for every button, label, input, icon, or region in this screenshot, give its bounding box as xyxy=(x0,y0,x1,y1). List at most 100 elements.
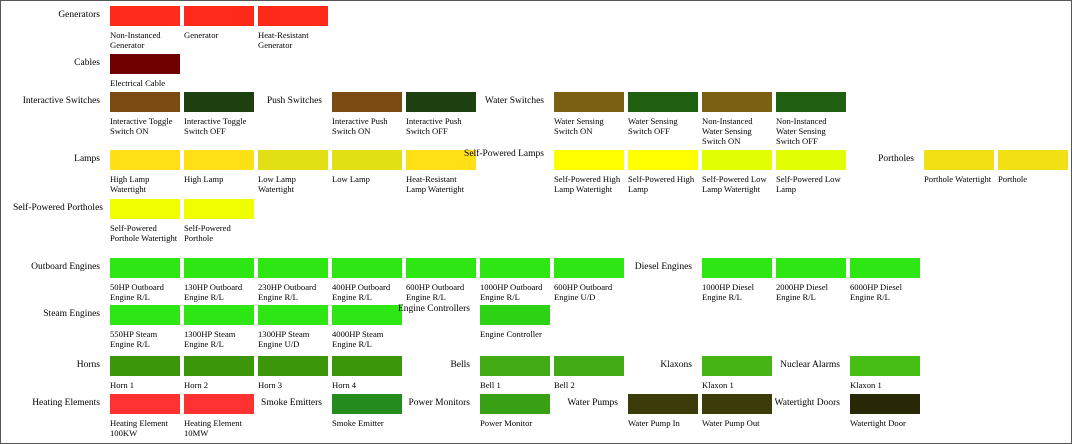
swatch-label-push-switches-interactive-push-switch-on: Interactive Push Switch ON xyxy=(332,116,388,136)
swatch-label-smoke-emitters-smoke-emitter: Smoke Emitter xyxy=(332,418,384,428)
color-swatch-steam-engines-1300hp-steam-engine-r-l xyxy=(184,305,254,325)
color-swatch-generators-heat-resistant-generator xyxy=(258,6,328,26)
swatch-label-outboard-engines-230hp-outboard-engine-r-l: 230HP Outboard Engine R/L xyxy=(258,282,317,302)
swatch-label-self-powered-portholes-self-powered-porthole: Self-Powered Porthole xyxy=(184,223,231,243)
swatch-label-lamps-heat-resistant-lamp-watertight: Heat-Resistant Lamp Watertight xyxy=(406,174,465,194)
color-swatch-portholes-porthole-watertight xyxy=(924,150,994,170)
color-swatch-horns-horn-3 xyxy=(258,356,328,376)
category-label-outboard-engines: Outboard Engines xyxy=(31,262,100,272)
color-swatch-horns-horn-2 xyxy=(184,356,254,376)
swatch-label-outboard-engines-600hp-outboard-engine-r-l: 600HP Outboard Engine R/L xyxy=(406,282,465,302)
swatch-label-heating-elements-heating-element-100kw: Heating Element 100KW xyxy=(110,418,168,438)
swatch-label-diesel-engines-6000hp-diesel-engine-r-l: 6000HP Diesel Engine R/L xyxy=(850,282,902,302)
swatch-label-outboard-engines-50hp-outboard-engine-r-l: 50HP Outboard Engine R/L xyxy=(110,282,164,302)
color-swatch-outboard-engines-600hp-outboard-engine-r-l xyxy=(406,258,476,278)
category-label-heating-elements: Heating Elements xyxy=(32,398,100,408)
color-swatch-heating-elements-heating-element-10mw xyxy=(184,394,254,414)
swatch-label-portholes-porthole: Porthole xyxy=(998,174,1028,184)
swatch-label-self-powered-portholes-self-powered-porthole-watertight: Self-Powered Porthole Watertight xyxy=(110,223,178,243)
color-swatch-lamps-high-lamp-watertight xyxy=(110,150,180,170)
color-swatch-interactive-switches-interactive-toggle-switch-on xyxy=(110,92,180,112)
color-swatch-bells-bell-2 xyxy=(554,356,624,376)
color-swatch-interactive-switches-interactive-toggle-switch-off xyxy=(184,92,254,112)
swatch-label-push-switches-interactive-push-switch-off: Interactive Push Switch OFF xyxy=(406,116,462,136)
color-swatch-lamps-low-lamp xyxy=(332,150,402,170)
swatch-label-water-switches-non-instanced-water-sensing-switch-off: Non-Instanced Water Sensing Switch OFF xyxy=(776,116,827,146)
color-swatch-horns-horn-1 xyxy=(110,356,180,376)
color-swatch-lamps-heat-resistant-lamp-watertight xyxy=(406,150,476,170)
color-swatch-outboard-engines-1000hp-outboard-engine-r-l xyxy=(480,258,550,278)
swatch-label-lamps-low-lamp-watertight: Low Lamp Watertight xyxy=(258,174,296,194)
swatch-label-horns-horn-4: Horn 4 xyxy=(332,380,357,390)
category-label-diesel-engines: Diesel Engines xyxy=(634,262,692,272)
category-label-interactive-switches: Interactive Switches xyxy=(22,96,100,106)
color-swatch-heating-elements-heating-element-100kw xyxy=(110,394,180,414)
color-swatch-outboard-engines-50hp-outboard-engine-r-l xyxy=(110,258,180,278)
color-swatch-cables-electrical-cable xyxy=(110,54,180,74)
swatch-label-lamps-high-lamp-watertight: High Lamp Watertight xyxy=(110,174,150,194)
category-label-steam-engines: Steam Engines xyxy=(43,309,100,319)
category-label-horns: Horns xyxy=(76,360,100,370)
color-swatch-water-pumps-water-pump-out xyxy=(702,394,772,414)
category-label-smoke-emitters: Smoke Emitters xyxy=(261,398,322,408)
color-swatch-self-powered-lamps-self-powered-high-lamp xyxy=(628,150,698,170)
color-swatch-portholes-porthole xyxy=(998,150,1068,170)
color-swatch-diesel-engines-6000hp-diesel-engine-r-l xyxy=(850,258,920,278)
swatch-label-self-powered-lamps-self-powered-low-lamp-watertight: Self-Powered Low Lamp Watertight xyxy=(702,174,767,194)
swatch-label-diesel-engines-2000hp-diesel-engine-r-l: 2000HP Diesel Engine R/L xyxy=(776,282,828,302)
color-swatch-steam-engines-4000hp-steam-engine-r-l xyxy=(332,305,402,325)
category-label-nuclear-alarms: Nuclear Alarms xyxy=(780,360,840,370)
color-swatch-steam-engines-550hp-steam-engine-r-l xyxy=(110,305,180,325)
swatch-label-outboard-engines-400hp-outboard-engine-r-l: 400HP Outboard Engine R/L xyxy=(332,282,391,302)
color-swatch-outboard-engines-230hp-outboard-engine-r-l xyxy=(258,258,328,278)
color-swatch-smoke-emitters-smoke-emitter xyxy=(332,394,402,414)
category-label-self-powered-lamps: Self-Powered Lamps xyxy=(464,149,544,159)
swatch-label-self-powered-lamps-self-powered-high-lamp: Self-Powered High Lamp xyxy=(628,174,695,194)
category-label-watertight-doors: Watertight Doors xyxy=(774,398,840,408)
color-swatch-lamps-low-lamp-watertight xyxy=(258,150,328,170)
swatch-label-nuclear-alarms-klaxon-1: Klaxon 1 xyxy=(850,380,882,390)
color-swatch-self-powered-lamps-self-powered-low-lamp xyxy=(776,150,846,170)
category-label-klaxons: Klaxons xyxy=(660,360,692,370)
swatch-label-self-powered-lamps-self-powered-high-lamp-watertight: Self-Powered High Lamp Watertight xyxy=(554,174,621,194)
color-swatch-outboard-engines-400hp-outboard-engine-r-l xyxy=(332,258,402,278)
color-swatch-klaxons-klaxon-1 xyxy=(702,356,772,376)
color-swatch-generators-non-instanced-generator xyxy=(110,6,180,26)
swatch-label-bells-bell-2: Bell 2 xyxy=(554,380,575,390)
swatch-label-horns-horn-3: Horn 3 xyxy=(258,380,283,390)
color-swatch-self-powered-lamps-self-powered-low-lamp-watertight xyxy=(702,150,772,170)
swatch-label-diesel-engines-1000hp-diesel-engine-r-l: 1000HP Diesel Engine R/L xyxy=(702,282,754,302)
swatch-label-engine-controllers-engine-controller: Engine Controller xyxy=(480,329,542,339)
color-swatch-water-switches-water-sensing-switch-off xyxy=(628,92,698,112)
swatch-label-lamps-high-lamp: High Lamp xyxy=(184,174,224,184)
category-label-engine-controllers: Engine Controllers xyxy=(397,304,470,314)
color-swatch-watertight-doors-watertight-door xyxy=(850,394,920,414)
swatch-label-portholes-porthole-watertight: Porthole Watertight xyxy=(924,174,992,184)
swatch-label-steam-engines-1300hp-steam-engine-u-d: 1300HP Steam Engine U/D xyxy=(258,329,310,349)
swatch-label-power-monitors-power-monitor: Power Monitor xyxy=(480,418,533,428)
color-swatch-horns-horn-4 xyxy=(332,356,402,376)
color-swatch-outboard-engines-130hp-outboard-engine-r-l xyxy=(184,258,254,278)
swatch-label-klaxons-klaxon-1: Klaxon 1 xyxy=(702,380,734,390)
color-swatch-water-pumps-water-pump-in xyxy=(628,394,698,414)
color-swatch-lamps-high-lamp xyxy=(184,150,254,170)
color-swatch-bells-bell-1 xyxy=(480,356,550,376)
category-label-lamps: Lamps xyxy=(74,154,100,164)
swatch-label-outboard-engines-600hp-outboard-engine-u-d: 600HP Outboard Engine U/D xyxy=(554,282,613,302)
swatch-label-horns-horn-1: Horn 1 xyxy=(110,380,135,390)
swatch-label-generators-non-instanced-generator: Non-Instanced Generator xyxy=(110,30,161,50)
color-swatch-self-powered-lamps-self-powered-high-lamp-watertight xyxy=(554,150,624,170)
color-swatch-diesel-engines-1000hp-diesel-engine-r-l xyxy=(702,258,772,278)
swatch-label-outboard-engines-1000hp-outboard-engine-r-l: 1000HP Outboard Engine R/L xyxy=(480,282,543,302)
color-swatch-water-switches-non-instanced-water-sensing-switch-off xyxy=(776,92,846,112)
color-swatch-outboard-engines-600hp-outboard-engine-u-d xyxy=(554,258,624,278)
swatch-label-watertight-doors-watertight-door: Watertight Door xyxy=(850,418,906,428)
color-swatch-engine-controllers-engine-controller xyxy=(480,305,550,325)
swatch-label-water-switches-water-sensing-switch-off: Water Sensing Switch OFF xyxy=(628,116,678,136)
category-label-self-powered-portholes: Self-Powered Portholes xyxy=(13,203,103,213)
swatch-label-cables-electrical-cable: Electrical Cable xyxy=(110,78,166,88)
swatch-label-outboard-engines-130hp-outboard-engine-r-l: 130HP Outboard Engine R/L xyxy=(184,282,243,302)
category-label-bells: Bells xyxy=(450,360,470,370)
swatch-label-water-pumps-water-pump-out: Water Pump Out xyxy=(702,418,760,428)
